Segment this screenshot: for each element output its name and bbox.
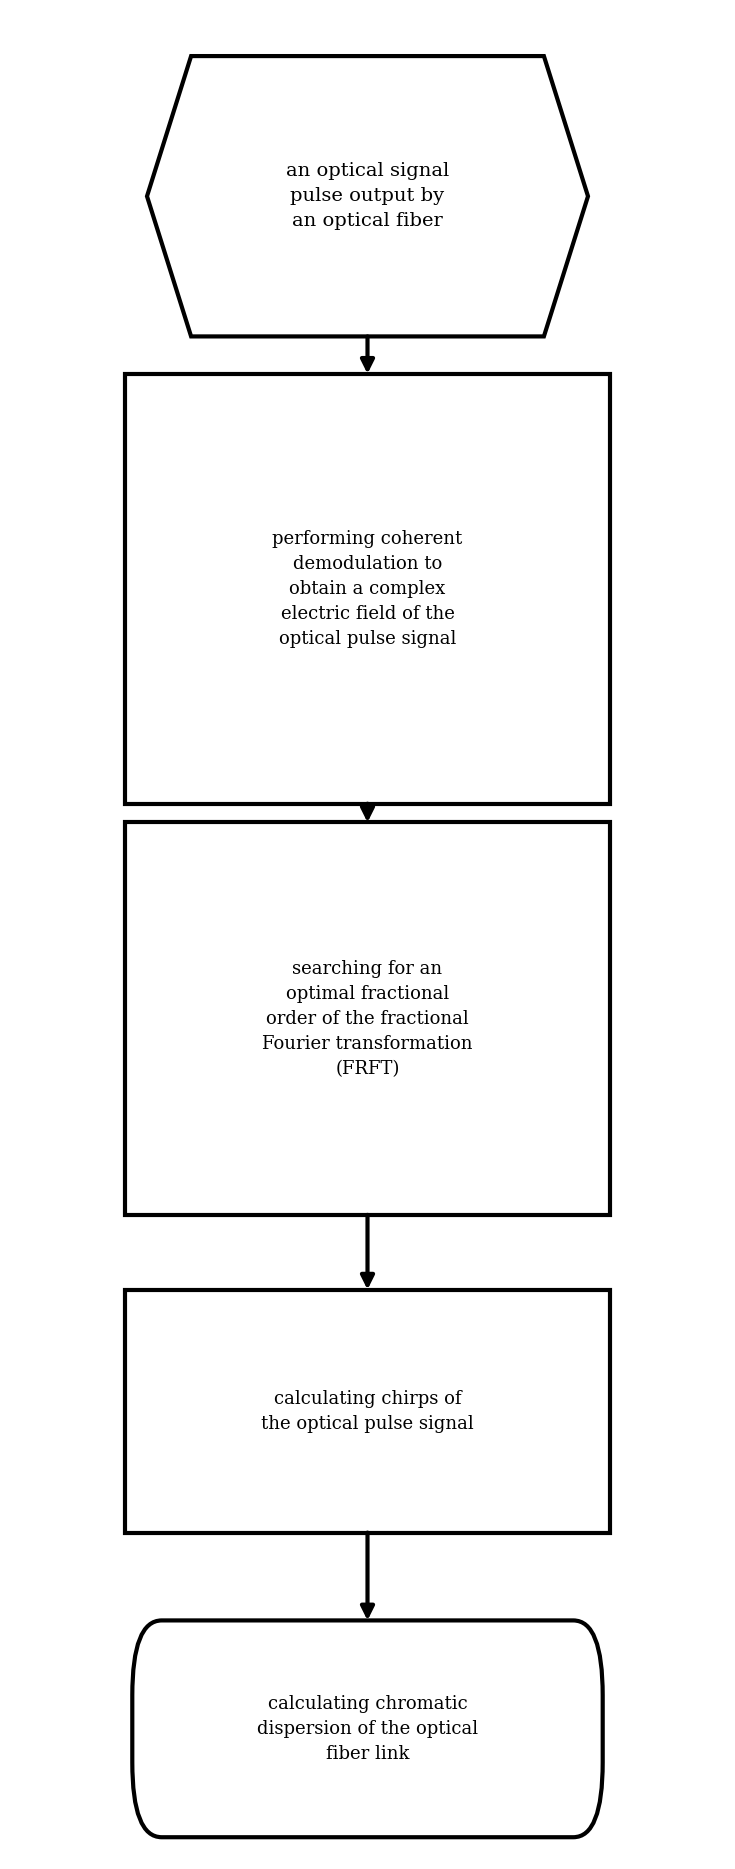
FancyBboxPatch shape xyxy=(125,374,610,804)
Polygon shape xyxy=(147,56,588,336)
Text: an optical signal
pulse output by
an optical fiber: an optical signal pulse output by an opt… xyxy=(286,163,449,230)
FancyBboxPatch shape xyxy=(125,1290,610,1533)
Text: searching for an
optimal fractional
order of the fractional
Fourier transformati: searching for an optimal fractional orde… xyxy=(262,959,473,1078)
FancyBboxPatch shape xyxy=(125,822,610,1215)
FancyBboxPatch shape xyxy=(132,1620,603,1837)
Text: calculating chromatic
dispersion of the optical
fiber link: calculating chromatic dispersion of the … xyxy=(257,1695,478,1762)
Text: performing coherent
demodulation to
obtain a complex
electric field of the
optic: performing coherent demodulation to obta… xyxy=(273,529,462,649)
Text: calculating chirps of
the optical pulse signal: calculating chirps of the optical pulse … xyxy=(261,1389,474,1434)
